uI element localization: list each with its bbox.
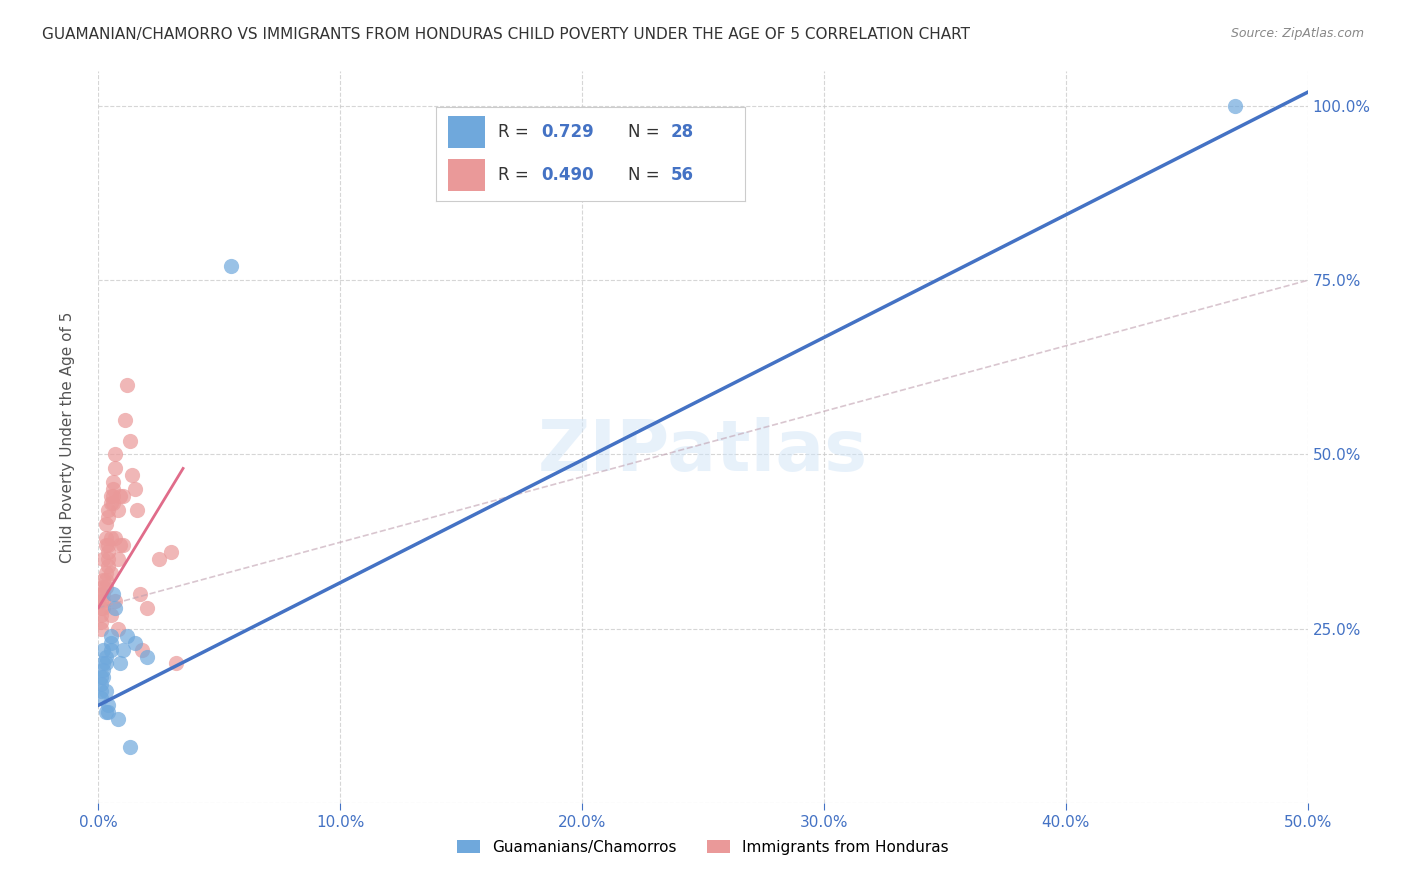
Point bbox=[97, 503, 120, 517]
Point bbox=[94, 531, 117, 545]
Point bbox=[165, 657, 187, 671]
Point bbox=[91, 580, 114, 594]
Point bbox=[101, 489, 124, 503]
Text: Source: ZipAtlas.com: Source: ZipAtlas.com bbox=[1230, 27, 1364, 40]
Point bbox=[100, 496, 122, 510]
Point bbox=[91, 587, 114, 601]
Point bbox=[104, 600, 127, 615]
Point bbox=[100, 566, 122, 580]
Point bbox=[91, 664, 114, 678]
Point bbox=[107, 712, 129, 726]
Point bbox=[97, 705, 120, 719]
Point bbox=[91, 594, 114, 608]
Point bbox=[104, 594, 127, 608]
Point bbox=[94, 657, 117, 671]
Point bbox=[90, 670, 112, 684]
Point bbox=[118, 740, 141, 755]
Point bbox=[90, 622, 112, 636]
Point bbox=[101, 475, 124, 490]
Point bbox=[94, 517, 117, 532]
Point bbox=[107, 622, 129, 636]
Point bbox=[108, 657, 131, 671]
Text: ZIPatlas: ZIPatlas bbox=[538, 417, 868, 486]
Point bbox=[90, 600, 112, 615]
Point bbox=[118, 434, 141, 448]
Point bbox=[97, 552, 120, 566]
Point bbox=[104, 461, 127, 475]
Point bbox=[90, 691, 112, 706]
Point bbox=[94, 705, 117, 719]
Point bbox=[91, 670, 114, 684]
Point bbox=[90, 587, 112, 601]
Point bbox=[90, 677, 112, 691]
Point bbox=[111, 642, 134, 657]
Point bbox=[100, 489, 122, 503]
Text: GUAMANIAN/CHAMORRO VS IMMIGRANTS FROM HONDURAS CHILD POVERTY UNDER THE AGE OF 5 : GUAMANIAN/CHAMORRO VS IMMIGRANTS FROM HO… bbox=[42, 27, 970, 42]
Point bbox=[135, 649, 157, 664]
Point bbox=[91, 573, 114, 587]
Point bbox=[94, 566, 117, 580]
Point bbox=[101, 483, 124, 497]
Text: N =: N = bbox=[627, 167, 665, 185]
Point bbox=[104, 531, 127, 545]
Point bbox=[104, 448, 127, 462]
Point bbox=[100, 629, 122, 643]
Point bbox=[121, 468, 143, 483]
Point bbox=[148, 552, 170, 566]
Text: 0.729: 0.729 bbox=[541, 123, 593, 141]
Point bbox=[100, 531, 122, 545]
Point bbox=[108, 538, 131, 552]
Point bbox=[101, 587, 124, 601]
Text: 56: 56 bbox=[671, 167, 695, 185]
Point bbox=[101, 496, 124, 510]
Point bbox=[94, 649, 117, 664]
Point bbox=[160, 545, 183, 559]
Point bbox=[108, 489, 131, 503]
Point bbox=[97, 698, 120, 713]
Point bbox=[100, 607, 122, 622]
Point bbox=[91, 552, 114, 566]
Point bbox=[114, 412, 136, 426]
Text: 0.490: 0.490 bbox=[541, 167, 593, 185]
Point bbox=[124, 483, 146, 497]
FancyBboxPatch shape bbox=[449, 116, 485, 148]
Text: R =: R = bbox=[498, 167, 534, 185]
Point bbox=[124, 635, 146, 649]
Point bbox=[107, 552, 129, 566]
Point bbox=[111, 489, 134, 503]
Point bbox=[90, 607, 112, 622]
Y-axis label: Child Poverty Under the Age of 5: Child Poverty Under the Age of 5 bbox=[60, 311, 75, 563]
Point bbox=[100, 642, 122, 657]
Point bbox=[107, 503, 129, 517]
Point bbox=[117, 377, 139, 392]
Point bbox=[90, 594, 112, 608]
Point bbox=[97, 538, 120, 552]
Legend: Guamanians/Chamorros, Immigrants from Honduras: Guamanians/Chamorros, Immigrants from Ho… bbox=[451, 834, 955, 861]
Point bbox=[221, 260, 243, 274]
Point bbox=[91, 600, 114, 615]
Text: N =: N = bbox=[627, 123, 665, 141]
Point bbox=[90, 615, 112, 629]
Point bbox=[91, 642, 114, 657]
Point bbox=[97, 558, 120, 573]
Point bbox=[94, 580, 117, 594]
FancyBboxPatch shape bbox=[449, 160, 485, 191]
Point bbox=[131, 642, 153, 657]
Point bbox=[90, 684, 112, 698]
Point bbox=[91, 657, 114, 671]
Point bbox=[100, 635, 122, 649]
Point bbox=[94, 573, 117, 587]
Point bbox=[97, 545, 120, 559]
Point bbox=[117, 629, 139, 643]
Point bbox=[128, 587, 150, 601]
Point bbox=[127, 503, 149, 517]
Point bbox=[94, 538, 117, 552]
Point bbox=[94, 684, 117, 698]
Point bbox=[1223, 99, 1246, 113]
Point bbox=[97, 510, 120, 524]
Text: 28: 28 bbox=[671, 123, 695, 141]
Point bbox=[111, 538, 134, 552]
Point bbox=[135, 600, 157, 615]
Text: R =: R = bbox=[498, 123, 534, 141]
